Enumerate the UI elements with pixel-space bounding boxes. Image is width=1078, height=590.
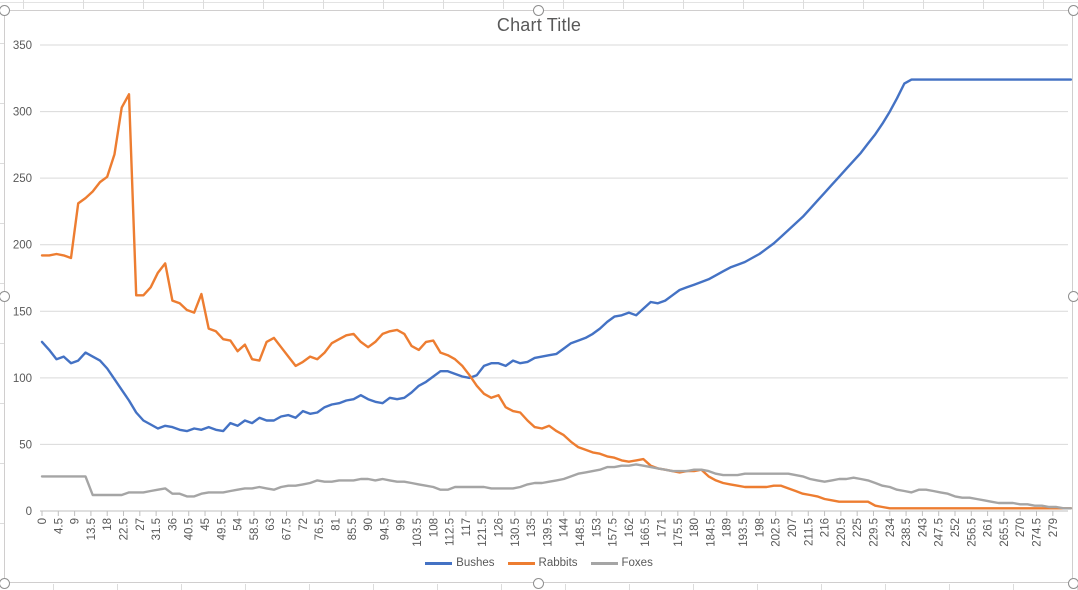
selection-handle-top-right[interactable] [1067,4,1078,16]
x-tick-label: 243 [917,518,929,537]
x-tick-label: 27 [135,518,147,531]
worksheet-row-borders-left [0,43,4,588]
worksheet-column-borders-bottom [53,584,1078,590]
x-tick-label: 49.5 [216,518,228,540]
legend-swatch-rabbits [507,561,535,565]
x-tick-label: 103.5 [412,518,424,547]
x-tick-label: 144 [559,517,571,537]
y-tick-label: 200 [13,240,32,252]
x-tick-label: 108 [428,518,440,537]
x-tick-label: 90 [363,518,375,531]
selection-handle-bottom-left[interactable] [0,577,10,589]
x-tick-label: 256.5 [966,518,978,547]
legend-item-foxes[interactable]: Foxes [590,557,653,569]
y-tick-label: 250 [13,173,32,185]
y-tick-label: 0 [26,506,32,518]
x-tick-label: 261 [983,518,995,537]
selection-handle-top-center[interactable] [532,4,544,16]
selection-handle-top-left[interactable] [0,4,10,16]
legend-label-bushes: Bushes [456,557,495,569]
x-tick-label: 36 [167,518,179,531]
x-tick-label: 112.5 [445,518,457,546]
y-tick-label: 150 [13,306,32,318]
x-tick-label: 252 [950,518,962,537]
x-tick-label: 130.5 [510,518,522,547]
x-tick-label: 126 [493,518,505,537]
x-tick-label: 58.5 [249,518,261,540]
x-tick-label: 238.5 [901,518,913,547]
x-tick-label: 198 [754,518,766,537]
x-tick-label: 63 [265,518,277,531]
x-tick-label: 270 [1015,518,1027,537]
selection-handle-bottom-right[interactable] [1067,577,1078,589]
x-tick-label: 85.5 [347,518,359,540]
x-tick-label: 94.5 [379,518,391,540]
x-tick-label: 121.5 [477,518,489,547]
chart-title[interactable]: Chart Title [496,15,582,35]
x-tick-label: 67.5 [282,518,294,540]
x-tick-label: 13.5 [86,518,98,540]
x-tick-label: 265.5 [999,518,1011,547]
x-tick-label: 189 [722,518,734,537]
series-line-rabbits[interactable] [40,93,1073,510]
worksheet-column-borders-top [23,0,1078,9]
legend: Bushes Rabbits Foxes [0,557,1078,569]
legend-label-rabbits: Rabbits [538,557,578,569]
series-line-bushes[interactable] [40,78,1073,433]
x-tick-label: 81 [330,518,342,531]
series-line-foxes[interactable] [40,463,1073,510]
legend-item-rabbits[interactable]: Rabbits [507,557,578,569]
y-tick-label: 350 [13,40,32,52]
y-tick-label: 100 [13,373,32,385]
x-tick-label: 171 [657,518,669,537]
x-tick-label: 72 [298,518,310,531]
legend-swatch-foxes [590,561,618,565]
x-tick-label: 162 [624,518,636,537]
x-tick-label: 148.5 [575,518,587,547]
x-tick-label: 216 [820,518,832,537]
selection-handle-left-middle[interactable] [0,290,10,302]
x-tick-label: 4.5 [53,518,65,534]
selection-handle-bottom-center[interactable] [532,577,544,589]
y-tick-label: 300 [13,107,32,119]
legend-item-bushes[interactable]: Bushes [425,557,495,569]
x-tick-label: 234 [885,517,897,537]
legend-label-foxes: Foxes [621,557,653,569]
x-tick-label: 45 [200,518,212,531]
x-tick-label: 54 [233,517,245,530]
legend-swatch-bushes [425,561,453,565]
x-tick-label: 184.5 [705,518,717,547]
x-tick-label: 9 [70,518,82,524]
x-tick-label: 166.5 [640,518,652,547]
x-tick-label: 18 [102,518,114,531]
x-tick-label: 180 [689,518,701,537]
y-tick-label: 50 [19,439,32,451]
x-tick-label: 76.5 [314,518,326,540]
x-tick-label: 31.5 [151,518,163,540]
selection-handle-right-middle[interactable] [1067,290,1078,302]
x-tick-label: 117 [461,518,473,536]
x-tick-label: 279 [1048,518,1060,537]
x-tick-label: 175.5 [673,518,685,547]
x-tick-label: 247.5 [934,518,946,547]
x-tick-label: 225 [852,518,864,537]
x-tick-label: 211.5 [803,518,815,546]
x-tick-label: 40.5 [184,518,196,540]
x-tick-label: 202.5 [771,518,783,547]
x-tick-label: 193.5 [738,518,750,547]
x-tick-label: 220.5 [836,518,848,547]
x-tick-label: 135 [526,518,538,537]
x-tick-label: 139.5 [542,518,554,547]
x-tick-label: 0 [37,518,49,524]
x-tick-label: 229.5 [868,518,880,547]
x-tick-label: 157.5 [608,518,620,547]
x-tick-label: 153 [591,518,603,537]
x-tick-label: 22.5 [119,518,131,540]
x-tick-label: 99 [396,518,408,531]
x-tick-label: 274.5 [1032,518,1044,547]
x-tick-label: 207 [787,518,799,537]
